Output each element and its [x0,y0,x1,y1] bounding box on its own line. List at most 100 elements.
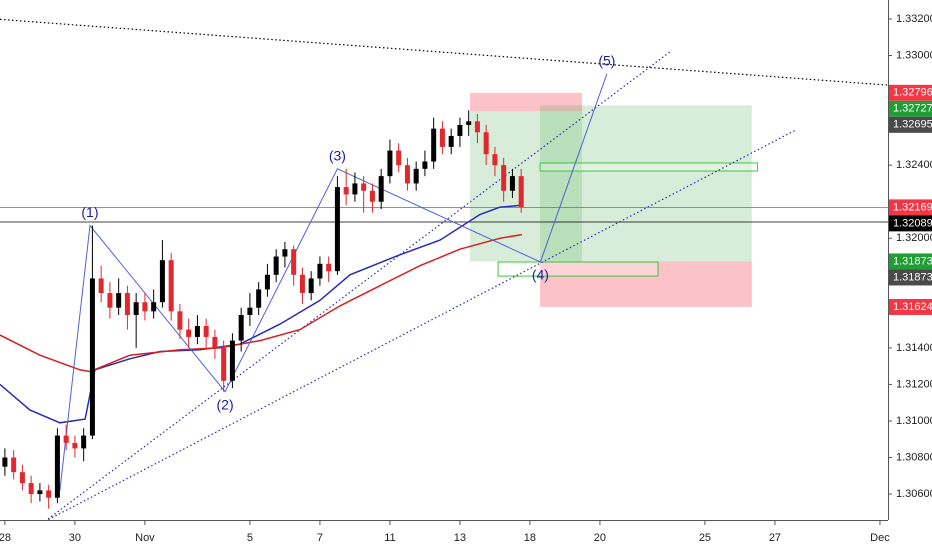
candle-body [518,176,524,208]
price-tag-label: 1.31624 [893,301,932,313]
plot-area: (1) (2) (3) (4) (5) [0,18,888,520]
price-tag [889,253,932,270]
price-tag-label: 1.31873 [893,255,932,267]
candle-body [291,249,297,275]
candle-body [168,260,174,312]
x-tick-label: 13 [454,532,466,544]
candle-body [422,161,428,169]
price-tag-label: 1.31873 [893,271,932,283]
candle-body [466,121,472,125]
candle-body [396,150,402,166]
x-tick-label: 30 [69,532,81,544]
candle-body [159,260,165,303]
candle-body [369,190,375,202]
candle-body [54,435,60,498]
wave-path [59,73,608,491]
candle-body [203,325,209,337]
candle-body [273,256,279,275]
candle-body [474,121,480,133]
axes: 1.33200 1.33000 1.32400 1.32000 1.31400 1.312… [0,13,932,544]
candle-body [151,302,157,312]
candle-body [72,442,78,449]
candle-body [334,187,340,272]
candle-body [439,128,445,147]
candle-body [256,289,262,308]
candle-body [387,150,393,177]
candle-body [317,263,323,279]
x-tick-label: 20 [594,532,606,544]
wave-label: (4) [532,267,549,283]
x-tick-label: 7 [317,532,323,544]
x-tick-label: Nov [135,532,155,544]
candle-body [229,340,235,381]
y-tick-label: 1.30600 [896,488,932,500]
candle-body [238,314,244,341]
wave-label: (1) [81,204,98,220]
y-tick-label: 1.32000 [896,232,932,244]
candle-body [247,307,253,315]
candle-body [124,293,130,315]
candle-body [308,278,314,294]
candle-body [98,278,104,294]
candle-body [501,165,507,191]
zone [497,261,659,277]
candle-body [448,135,454,147]
candle-body [37,490,43,495]
candle-body [264,274,270,290]
wave-label: (5) [598,53,615,69]
price-tag [889,100,932,117]
candle-body [492,154,498,166]
candle-body [509,176,515,191]
price-tag-label: 1.32695 [893,119,932,131]
price-tag-label: 1.32169 [893,201,932,213]
candle-body [212,336,218,348]
price-tag [889,215,932,232]
candle-body [11,457,17,473]
candle-body [133,302,139,315]
zone [539,162,758,172]
price-tag [889,84,932,101]
price-tag [889,269,932,286]
price-tag [889,298,932,315]
x-tick-label: 18 [524,532,536,544]
x-tick-label: 5 [247,532,253,544]
candle-body [326,263,332,272]
y-tick-label: 1.32400 [896,159,932,171]
moving-average [0,233,523,373]
candle-body [46,490,52,498]
candle-body [63,435,69,443]
candle-body [89,278,95,436]
stop-zone [540,261,752,307]
candle-body [186,329,192,337]
price-tag [889,116,932,133]
candle-body [28,483,34,495]
candle-body [194,325,200,337]
x-tick-label: 27 [769,532,781,544]
target-zone [540,105,752,262]
candle-body [2,457,8,467]
y-tick-label: 1.31000 [896,415,932,427]
wave-label: (2) [217,396,234,412]
candle-body [81,435,87,449]
price-tag-label: 1.32796 [893,87,932,99]
y-tick-label: 1.30800 [896,451,932,463]
candle-body [361,183,367,191]
candle-body [177,311,183,330]
x-tick-label: 28 [0,532,11,544]
stop-zone [470,92,583,112]
candle-body [413,168,419,184]
candle-body [107,293,113,308]
price-tag [889,199,932,216]
x-tick-label: 25 [699,532,711,544]
trendline [46,129,796,520]
y-tick-label: 1.31200 [896,378,932,390]
candle-body [343,187,349,195]
candle-body [431,128,437,162]
price-tag-label: 1.32089 [893,217,932,229]
candle-body [19,472,25,484]
x-tick-label: 11 [384,532,395,544]
candle-body [142,302,148,312]
candle-body [299,274,305,294]
candle-body [404,165,410,184]
